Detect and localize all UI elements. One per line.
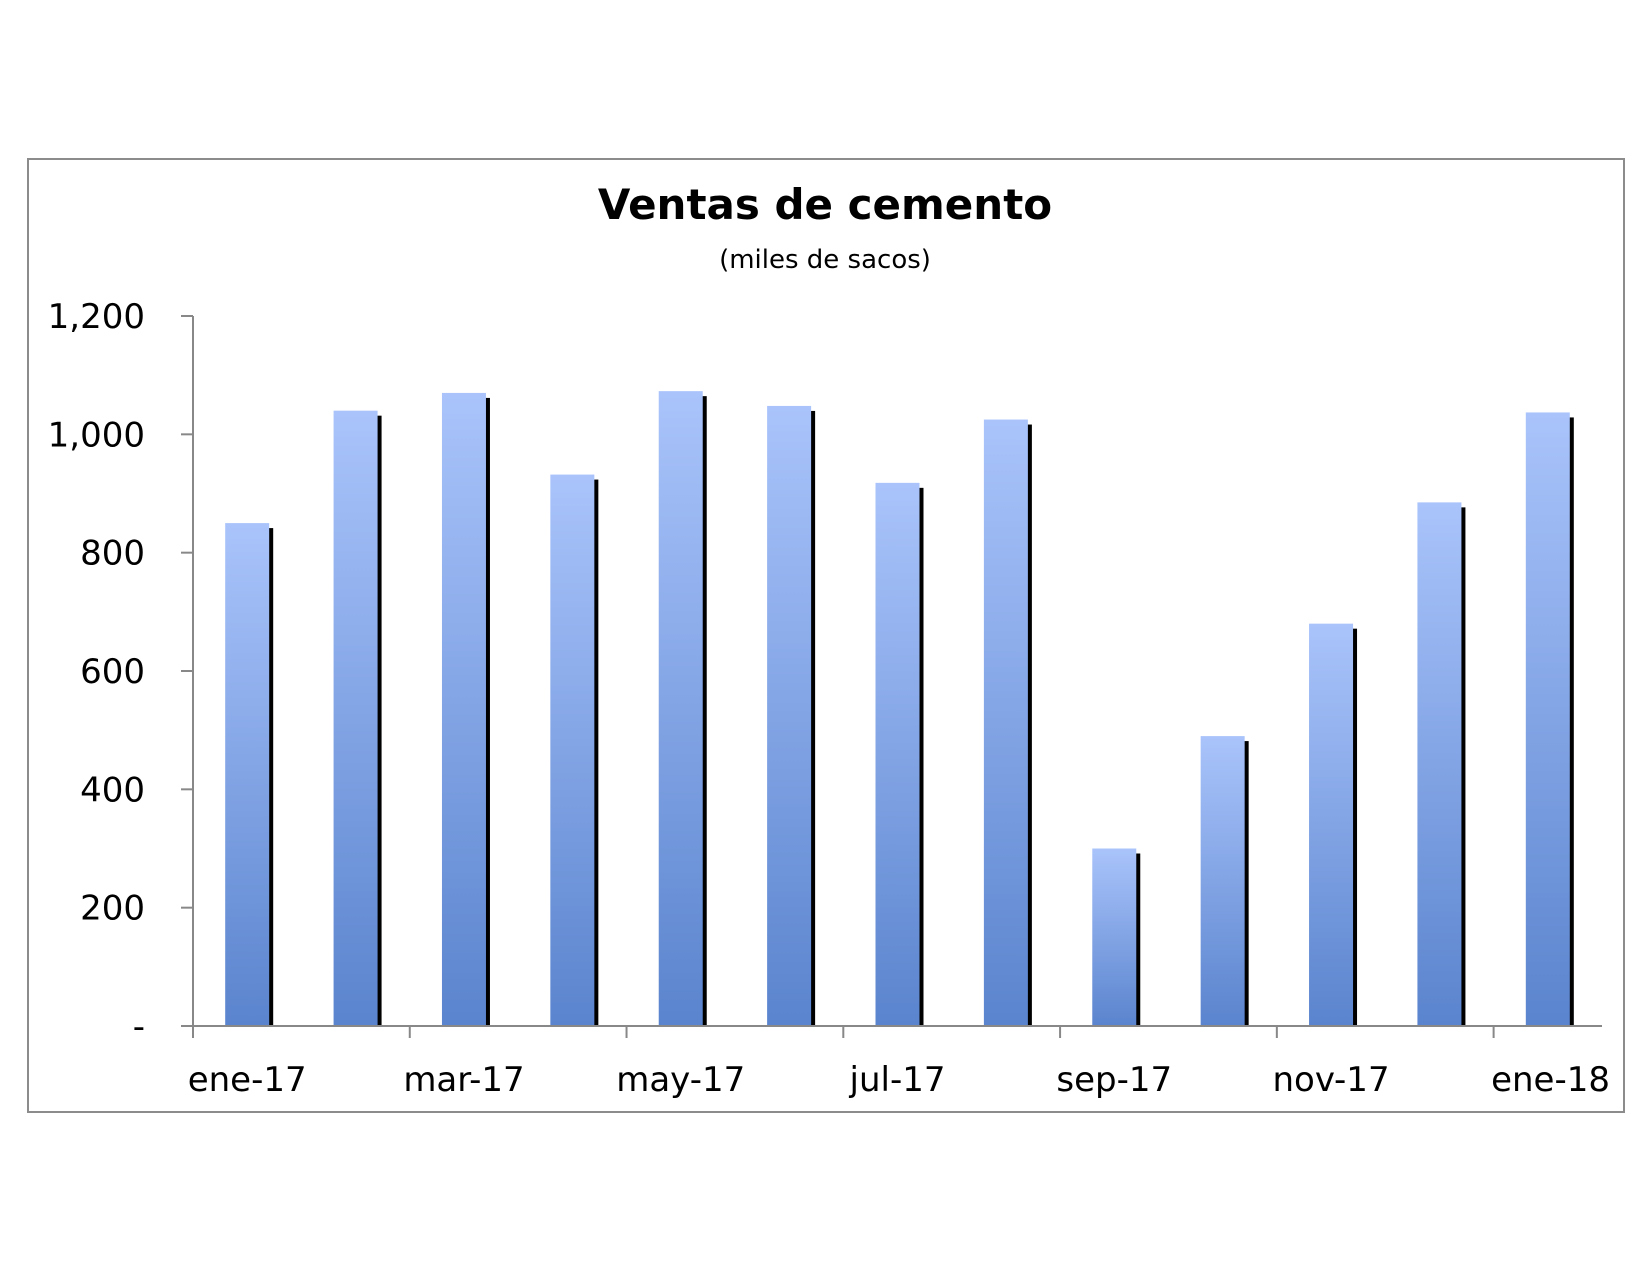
- bar-ago-17: [983, 419, 1028, 1027]
- bar-jun-17: [767, 405, 812, 1026]
- bar-mar-17: [441, 392, 486, 1027]
- chart-title: Ventas de cemento: [597, 180, 1053, 229]
- y-tick-label: 1,000: [48, 415, 145, 455]
- bar-ene-18: [1525, 412, 1570, 1027]
- bars: [225, 391, 1574, 1027]
- chart-subtitle: (miles de sacos): [719, 245, 931, 275]
- y-tick-label: 200: [80, 889, 145, 929]
- y-axis: - 200 400 600 800 1,000 1,200: [48, 297, 194, 1047]
- x-tick-label: sep-17: [1056, 1060, 1172, 1100]
- bar-jul-17: [875, 482, 920, 1027]
- x-axis: ene-17 mar-17 may-17 jul-17 sep-17 nov-17 ene-…: [188, 1025, 1610, 1100]
- bar-ene-17: [225, 523, 270, 1026]
- y-tick-label: 600: [80, 652, 145, 692]
- bar-feb-17: [333, 410, 378, 1027]
- bar-nov-17: [1309, 623, 1354, 1026]
- y-tick-label: 800: [80, 534, 145, 574]
- x-tick-label: may-17: [616, 1060, 745, 1100]
- y-tick-label: 400: [80, 770, 145, 810]
- bar-dic-17: [1417, 502, 1462, 1026]
- x-tick-label: mar-17: [403, 1060, 524, 1100]
- x-tick-label: ene-18: [1491, 1060, 1610, 1100]
- y-tick-label: -: [133, 1007, 145, 1047]
- x-tick-label: nov-17: [1272, 1060, 1389, 1100]
- y-tick-label: 1,200: [48, 297, 145, 337]
- x-tick-label: jul-17: [849, 1060, 946, 1100]
- bar-sep-17: [1092, 848, 1137, 1026]
- bar-oct-17: [1200, 736, 1245, 1026]
- x-tick-label: ene-17: [188, 1060, 307, 1100]
- bar-may-17: [658, 391, 703, 1026]
- bar-abr-17: [550, 474, 595, 1027]
- chart-frame: [27, 158, 1625, 1113]
